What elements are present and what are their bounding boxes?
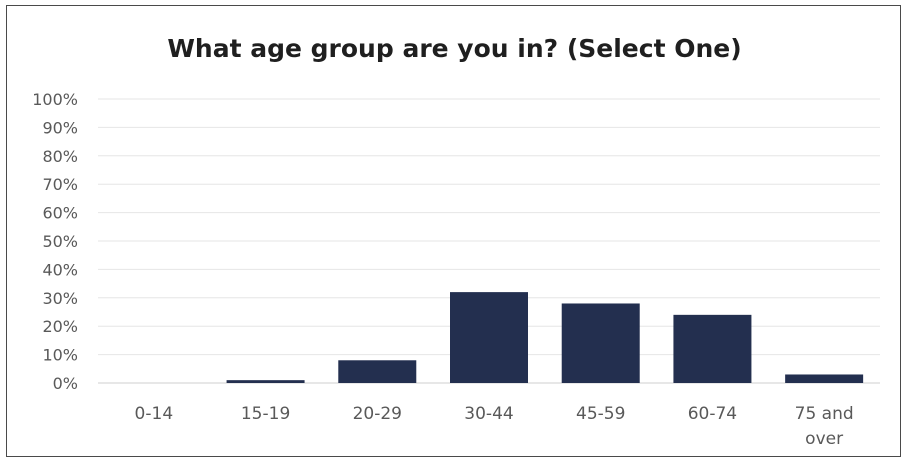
y-tick-label: 70% (42, 175, 78, 194)
y-axis-tick-labels: 0% 10% 20% 30% 40% 50% 60% 70% 80% 90% 100% (32, 90, 78, 393)
x-tick-label: 15-19 (241, 404, 290, 424)
y-tick-label: 40% (42, 260, 78, 279)
chart-title: What age group are you in? (Select One) (167, 34, 742, 63)
y-tick-label: 80% (42, 147, 78, 166)
y-tick-label: 100% (32, 90, 78, 109)
x-tick-label: 30-44 (464, 404, 513, 424)
bar-45-59 (561, 303, 640, 383)
y-tick-label: 20% (42, 317, 78, 336)
bar-20-29 (338, 360, 417, 383)
x-tick-label: 75 and over (795, 404, 854, 449)
x-tick-label: 0-14 (135, 404, 174, 424)
bar-60-74 (673, 314, 752, 383)
y-tick-label: 30% (42, 289, 78, 308)
bar-75-and-over (785, 374, 864, 383)
bars (226, 292, 864, 383)
y-tick-label: 60% (42, 204, 78, 223)
x-tick-label: 60-74 (688, 404, 737, 424)
x-tick-label: 45-59 (576, 404, 625, 424)
x-tick-label: 20-29 (353, 404, 402, 424)
y-tick-label: 0% (53, 374, 78, 393)
y-tick-label: 50% (42, 232, 78, 251)
bar-15-19 (226, 380, 305, 383)
bar-30-44 (450, 292, 528, 383)
y-tick-label: 90% (42, 118, 78, 137)
y-tick-label: 10% (42, 346, 78, 365)
x-axis-tick-labels: 0-14 15-19 20-29 30-44 45-59 60-74 75 and over (135, 404, 854, 449)
